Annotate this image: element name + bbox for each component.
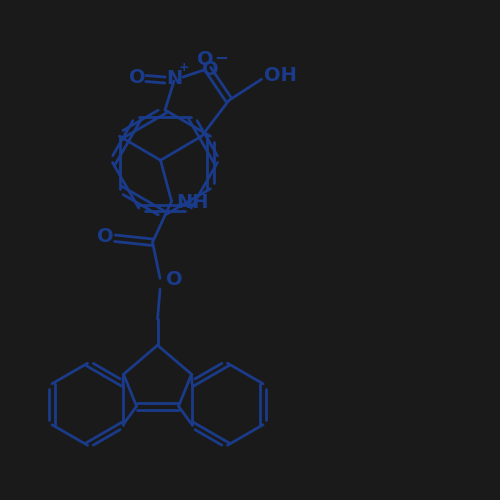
Text: −: − [214, 48, 228, 66]
Text: O: O [96, 227, 114, 246]
Text: OH: OH [264, 66, 297, 84]
Text: O: O [202, 60, 218, 78]
Text: O: O [166, 270, 182, 289]
Text: NH: NH [176, 192, 209, 212]
Text: O: O [196, 50, 214, 68]
Text: O: O [129, 68, 146, 87]
Text: N: N [166, 69, 182, 88]
Text: +: + [178, 60, 190, 74]
